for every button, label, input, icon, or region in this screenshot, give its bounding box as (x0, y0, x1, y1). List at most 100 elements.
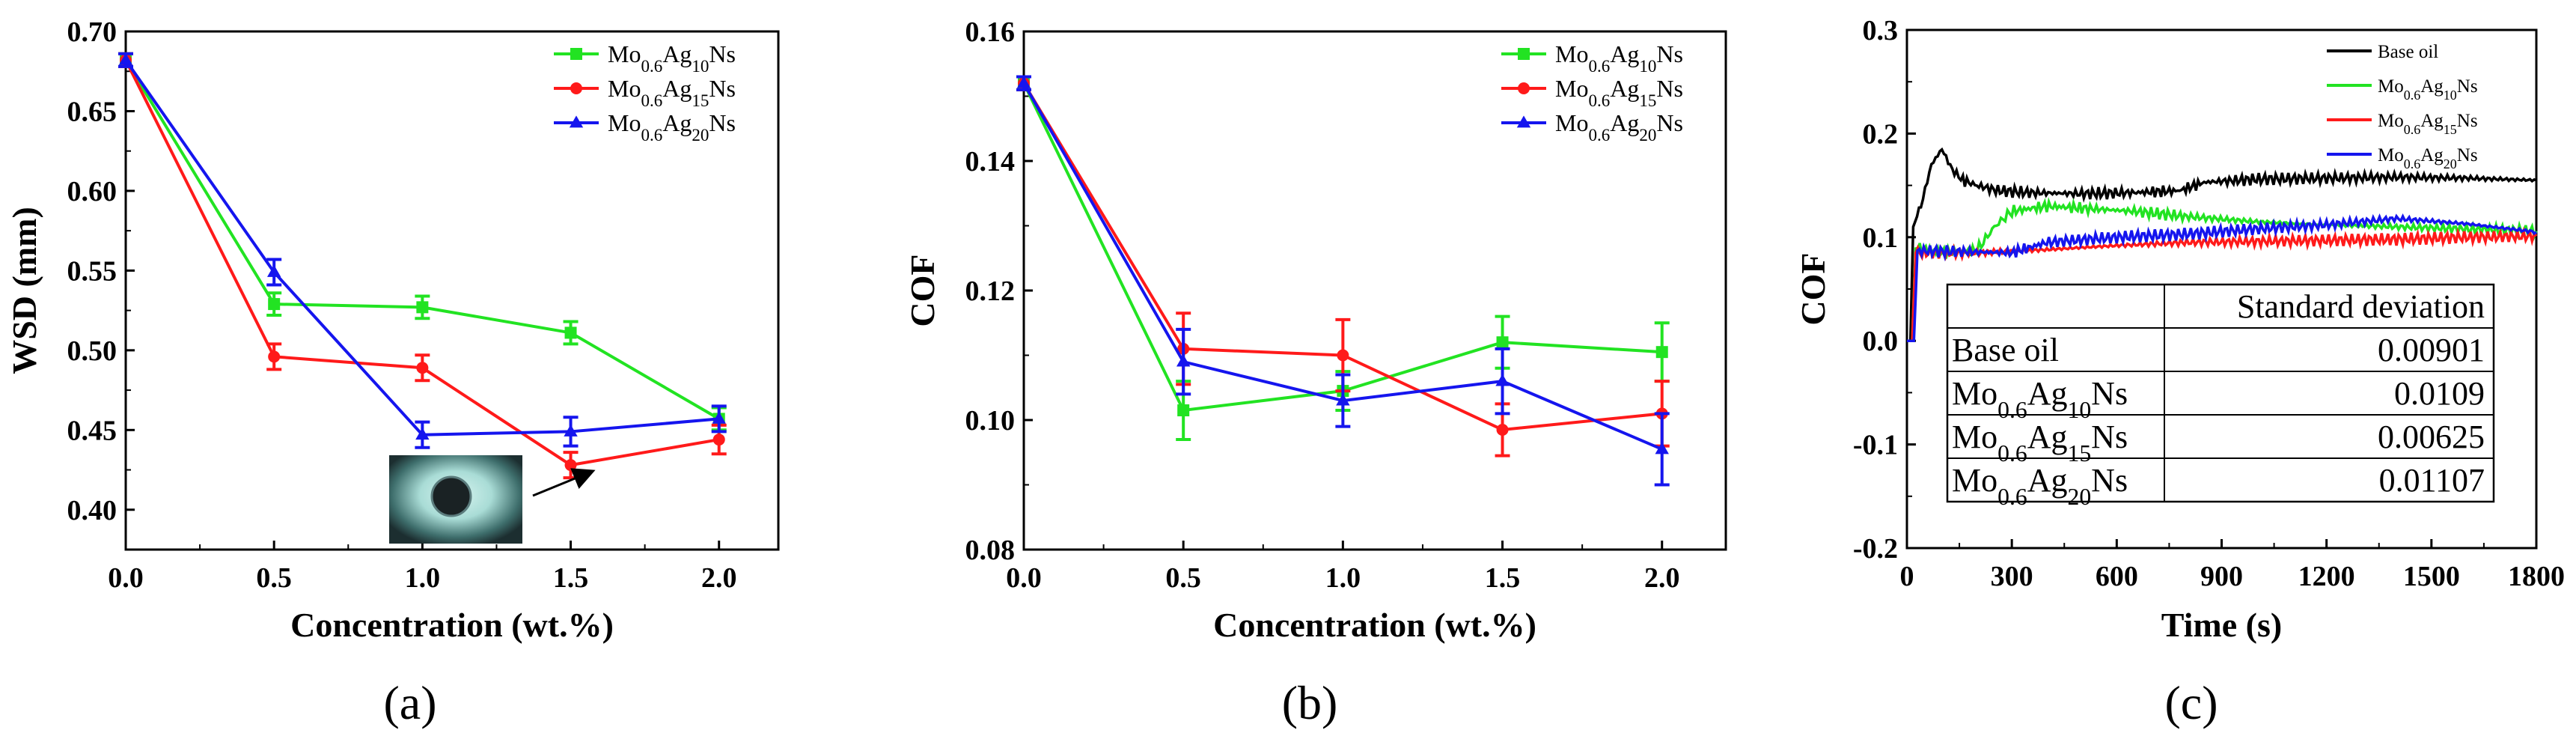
data-point (564, 326, 577, 339)
x-tick-label: 0.5 (1165, 562, 1201, 594)
x-tick-label: 1.5 (553, 562, 589, 594)
data-point (118, 52, 133, 65)
legend-entry: Mo0.6Ag15Ns (608, 75, 736, 110)
legend-entry: Mo0.6Ag15Ns (1555, 75, 1683, 110)
formula-part: Ns (2091, 419, 2128, 455)
data-point (712, 411, 726, 424)
y-tick-label: 0.08 (965, 535, 1016, 566)
data-point (1655, 442, 1669, 454)
table-row-label: Mo0.6Ag15Ns (1952, 419, 2128, 466)
subscript: 15 (1639, 91, 1656, 110)
data-point (1336, 393, 1350, 406)
y-tick-label: 0.45 (67, 415, 117, 446)
formula-part: Mo (608, 40, 641, 67)
x-tick-label: 2.0 (701, 562, 737, 594)
formula-part: Ns (2457, 111, 2478, 131)
x-tick-label: 1200 (2298, 561, 2355, 592)
subscript: 15 (692, 91, 709, 110)
subscript: 20 (692, 125, 709, 145)
legend-marker (570, 48, 582, 60)
series-2 (118, 52, 727, 449)
x-tick-label: 2.0 (1644, 562, 1680, 594)
formula-part: Ag (662, 75, 692, 102)
subscript: 20 (1639, 125, 1656, 145)
y-tick-label: 0.40 (67, 495, 117, 526)
formula-part: Mo (608, 109, 641, 136)
formula-part: Mo (2378, 111, 2404, 131)
legend-entry: Mo0.6Ag10Ns (608, 40, 736, 76)
formula-part: Base oil (2378, 42, 2438, 62)
inset-arrow (532, 468, 596, 497)
y-tick-label: 0.65 (67, 96, 117, 127)
chart-panel-a: 0.0 0.5 1.0 1.5 2.0 0.40 0.45 0.50 0.55 0.60 0.65 0… (5, 16, 780, 729)
formula-part: Ag (2027, 375, 2068, 412)
x-axis-title: Concentration (wt.%) (1213, 606, 1536, 644)
formula-part: Mo (1555, 40, 1588, 67)
table-header: Standard deviation (2237, 288, 2485, 325)
formula-part: Ns (2091, 375, 2128, 412)
formula-part: Ag (2027, 462, 2068, 499)
data-point (268, 298, 281, 311)
data-point (1495, 374, 1510, 386)
table-row-value: 0.00901 (2378, 332, 2485, 368)
series-line (1907, 147, 2537, 342)
subscript: 0.6 (1588, 91, 1610, 110)
wear-scar-spot (430, 475, 472, 517)
legend-entry: Mo0.6Ag20Ns (1555, 109, 1683, 145)
subscript: 0.6 (2404, 88, 2421, 103)
subscript: 20 (2068, 484, 2092, 510)
legend-marker (1518, 82, 1530, 94)
x-tick-label: 1800 (2508, 561, 2565, 592)
y-tick-label: -0.2 (1853, 533, 1898, 565)
formula-part: Ns (1656, 40, 1683, 67)
y-tick-label: 0.0 (1863, 326, 1899, 357)
formula-part: Ag (662, 40, 692, 67)
data-point (1496, 336, 1509, 349)
subscript: 15 (2068, 440, 2092, 466)
x-tick-label: 1.0 (1325, 562, 1361, 594)
chart-panel-c: 0 300 600 900 1200 1500 1800 -0.2 -0.1 0.0 0.1 0.2 0… (1794, 15, 2565, 729)
table-row-value: 0.00625 (2378, 419, 2485, 455)
formula-part: Mo (1952, 419, 1997, 455)
formula-part: Mo (1952, 462, 1997, 499)
y-tick-label: 0.16 (965, 16, 1016, 48)
panel-label: (a) (383, 676, 436, 729)
formula-part: Ag (1610, 40, 1639, 67)
plot-frame (124, 30, 780, 551)
subscript: 0.6 (1997, 440, 2027, 466)
formula-part: Mo (2378, 76, 2404, 97)
x-tick-label: 900 (2200, 561, 2243, 592)
formula-part: Ns (2457, 76, 2478, 97)
subscript: 0.6 (2404, 122, 2421, 137)
legend-marker (569, 115, 584, 128)
data-point (564, 459, 577, 472)
chart-panel-b: 0.0 0.5 1.0 1.5 2.0 0.08 0.10 0.12 0.14 0.16 Conce… (903, 16, 1727, 729)
formula-part: Mo (1555, 109, 1588, 136)
legend-entry: Mo0.6Ag10Ns (2378, 76, 2478, 103)
table-row-label: Mo0.6Ag20Ns (1952, 462, 2128, 510)
y-tick-label: 0.14 (965, 146, 1016, 177)
formula-part: Mo (608, 75, 641, 102)
table-row-label: Mo0.6Ag10Ns (1952, 375, 2128, 423)
data-point (416, 301, 429, 314)
data-point (266, 264, 281, 277)
table-border (1946, 283, 2495, 503)
subscript: 10 (692, 56, 709, 76)
formula-part: Ns (1656, 109, 1683, 136)
table-row-value: 0.0109 (2394, 375, 2485, 412)
series-2 (1016, 75, 1670, 487)
y-tick-label: 0.10 (965, 405, 1016, 437)
formula-part: Ag (1610, 109, 1639, 136)
x-tick-label: 0.0 (1006, 562, 1042, 594)
data-point (1655, 346, 1668, 359)
formula-part: Ns (709, 75, 736, 102)
subscript: 0.6 (641, 56, 662, 76)
formula-part: Mo (2378, 145, 2404, 165)
data-point (1337, 349, 1349, 362)
x-tick-label: 0.0 (108, 562, 144, 594)
y-tick-label: 0.70 (67, 16, 117, 48)
x-tick-label: 0.5 (256, 562, 292, 594)
y-tick-label: -0.1 (1853, 430, 1898, 461)
x-axis-title: Time (s) (2161, 606, 2282, 644)
